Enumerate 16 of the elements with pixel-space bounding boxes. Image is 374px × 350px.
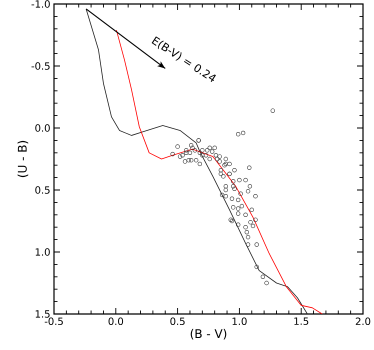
- line-series: [116, 30, 323, 314]
- y-tick-label: 0.5: [35, 186, 50, 194]
- y-tick-label: 0.0: [35, 124, 50, 132]
- x-tick-label: 0.0: [108, 318, 124, 326]
- x-tick-label: 2.0: [356, 318, 370, 326]
- y-tick-label: 1.5: [36, 310, 50, 318]
- x-axis-title: (B - V): [190, 328, 226, 340]
- y-tick-label: 1.0: [36, 248, 50, 256]
- y-tick-label: -1.0: [32, 0, 50, 8]
- y-axis-title: (U - B): [18, 140, 28, 178]
- x-tick-label: 1.0: [232, 318, 247, 326]
- x-tick-label: -0.5: [44, 318, 63, 326]
- y-tick-label: -0.5: [32, 62, 50, 70]
- line-series: [86, 8, 308, 314]
- x-tick-label: 1.5: [294, 318, 308, 325]
- x-tick-label: 0.5: [170, 318, 185, 326]
